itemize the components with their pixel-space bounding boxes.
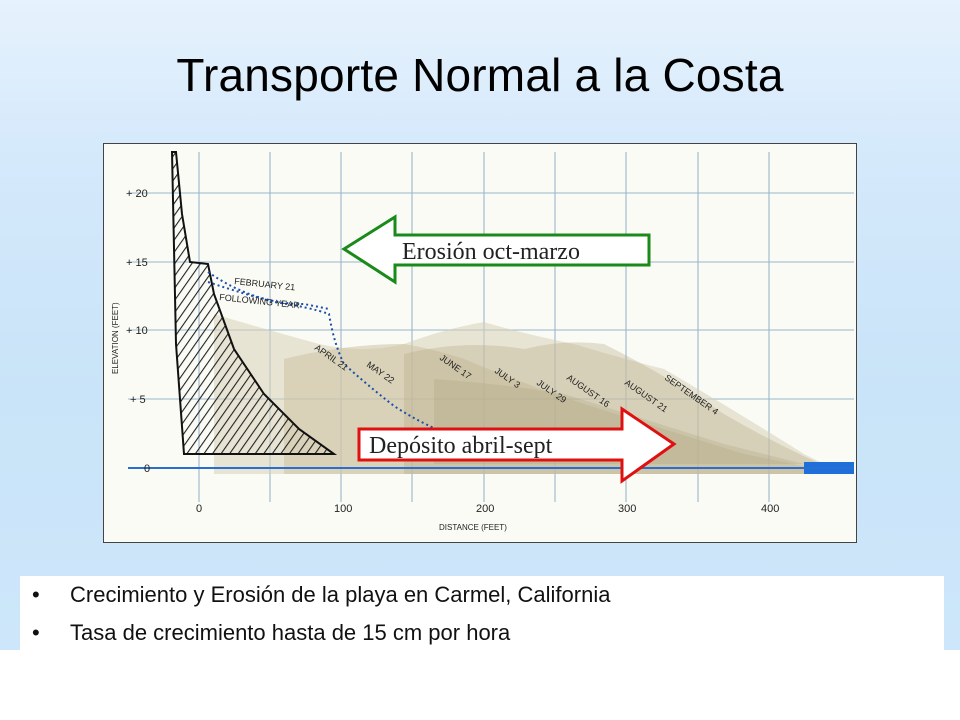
profile-label: FOLLOWING YEAR xyxy=(219,292,301,310)
cliff xyxy=(170,151,338,455)
x-tick: 300 xyxy=(618,503,636,515)
x-tick: 0 xyxy=(196,503,202,515)
bullet-text: Tasa de crecimiento hasta de 15 cm por h… xyxy=(70,620,511,645)
y-tick: + 5 xyxy=(130,394,146,406)
bullet-dot: • xyxy=(32,620,40,645)
slide-title: Transporte Normal a la Costa xyxy=(176,49,784,101)
profile-label: FEBRUARY 21 xyxy=(234,276,296,292)
beach-profile-drawing: + 20 + 15 + 10 + 5 0 0 100 200 300 400 D… xyxy=(111,151,854,532)
x-tick: 400 xyxy=(761,503,779,515)
y-tick: + 20 xyxy=(126,188,148,200)
deposit-arrow-label: Depósito abril-sept xyxy=(369,433,553,459)
y-tick: + 15 xyxy=(126,257,148,269)
deposit-arrow: Depósito abril-sept xyxy=(357,406,677,484)
bullet-item: • Tasa de crecimiento hasta de 15 cm por … xyxy=(20,614,944,652)
x-tick: 200 xyxy=(476,503,494,515)
y-tick: 0 xyxy=(144,463,150,475)
y-axis-label: ELEVATION (FEET) xyxy=(111,302,120,374)
x-tick: 100 xyxy=(334,503,352,515)
beach-profile-figure: + 20 + 15 + 10 + 5 0 0 100 200 300 400 D… xyxy=(103,143,857,543)
bullet-item: • Crecimiento y Erosión de la playa en Ca… xyxy=(20,576,944,614)
y-tick: + 10 xyxy=(126,325,148,337)
bullet-dot: • xyxy=(32,582,40,607)
bullet-list: • Crecimiento y Erosión de la playa en Ca… xyxy=(20,576,944,666)
title-band xyxy=(0,0,960,135)
x-axis-label: DISTANCE (FEET) xyxy=(439,523,507,532)
erosion-arrow: Erosión oct-marzo xyxy=(341,214,651,285)
bullet-text: Crecimiento y Erosión de la playa en Car… xyxy=(70,582,611,607)
erosion-arrow-label: Erosión oct-marzo xyxy=(402,239,580,265)
